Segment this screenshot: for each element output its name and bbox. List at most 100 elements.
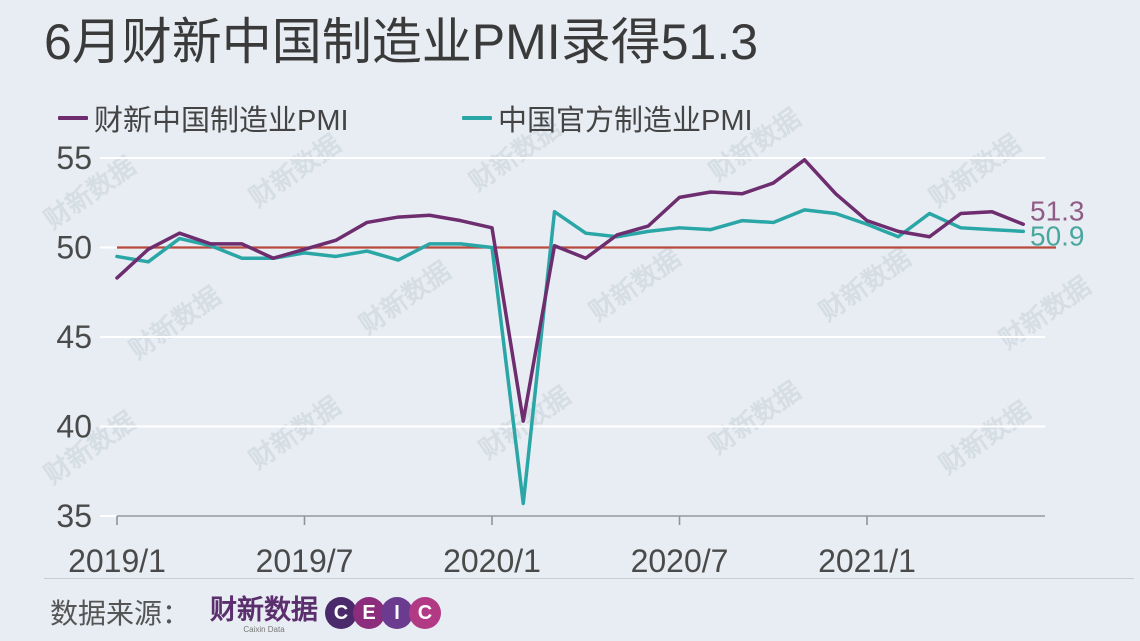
ceic-logo-letter: C — [325, 597, 357, 629]
official-pmi-point — [396, 258, 400, 262]
watermark-text: 财新数据 — [704, 376, 806, 460]
official-pmi-point — [709, 228, 713, 232]
official-pmi-point — [521, 501, 525, 505]
caixin-pmi-point — [209, 242, 213, 246]
official-pmi-point — [146, 260, 150, 264]
legend-swatch-caixin-pmi — [58, 116, 88, 120]
watermark-text: 财新数据 — [244, 391, 346, 475]
caixin-pmi-point — [115, 276, 119, 280]
caixin-pmi-point — [771, 181, 775, 185]
watermark-text: 财新数据 — [474, 381, 576, 465]
end-labels: 51.350.9 — [1030, 196, 1085, 252]
official-pmi-point — [459, 242, 463, 246]
y-tick-label: 55 — [56, 140, 92, 176]
x-tick-label: 2020/7 — [631, 543, 729, 579]
x-tick-label: 2020/1 — [443, 543, 541, 579]
caixin-pmi-point — [240, 242, 244, 246]
caixin-pmi-point — [428, 213, 431, 217]
official-pmi-point — [1021, 229, 1025, 233]
caixin-pmi-point — [396, 215, 400, 219]
legend-item-caixin-pmi: 财新中国制造业PMI — [58, 101, 349, 137]
caixin-pmi-point — [1021, 222, 1025, 226]
caixin-pmi-line — [115, 158, 1025, 423]
official-pmi-point — [553, 210, 556, 214]
official-pmi-point — [240, 256, 244, 260]
x-tick-label: 2019/7 — [256, 543, 354, 579]
official-pmi-point — [959, 226, 963, 230]
y-tick-label: 35 — [56, 498, 92, 534]
official-pmi-point — [303, 251, 306, 255]
watermark-text: 财新数据 — [354, 256, 456, 340]
official-pmi-point — [740, 219, 744, 223]
official-pmi-point — [334, 254, 338, 258]
official-pmi-point — [646, 229, 650, 233]
ceic-logo: C E I C — [325, 597, 441, 629]
x-tick-label: 2021/1 — [818, 543, 916, 579]
ceic-logo-letter: E — [353, 597, 385, 629]
caixin-pmi-point — [959, 211, 963, 215]
caixin-pmi-point — [740, 192, 744, 196]
y-tick-label: 40 — [56, 409, 92, 445]
official-pmi-point — [115, 254, 119, 258]
caixin-pmi-point — [990, 210, 994, 214]
ceic-logo-letter: I — [381, 597, 413, 629]
caixin-pmi-point — [615, 233, 619, 237]
legend-label-official-pmi: 中国官方制造业PMI — [498, 105, 753, 137]
watermark-text: 财新数据 — [924, 129, 1026, 213]
caixin-logo-subtext: Caixin Data — [243, 625, 285, 634]
official-pmi-point — [834, 211, 838, 215]
chart-title: 6月财新中国制造业PMI录得51.3 — [44, 14, 759, 70]
caixin-pmi-end-label: 51.3 — [1030, 196, 1085, 227]
legend-item-official-pmi: 中国官方制造业PMI — [462, 101, 753, 137]
official-pmi-point — [896, 235, 900, 239]
caixin-pmi-point — [553, 244, 556, 248]
source-label: 数据来源： — [50, 598, 191, 629]
gridlines: 35 40 45 50 55 — [56, 140, 1056, 534]
legend-swatch-official-pmi — [462, 116, 492, 120]
caixin-pmi-point — [490, 226, 494, 230]
x-axis: 2019/1 2019/7 2020/1 2020/7 2021/1 — [68, 515, 1045, 579]
caixin-pmi-point — [303, 247, 306, 251]
official-pmi-point — [771, 220, 775, 224]
footer-divider — [44, 578, 1134, 579]
caixin-pmi-point — [271, 256, 275, 260]
caixin-pmi-point — [896, 229, 900, 233]
official-pmi-point — [584, 231, 588, 235]
caixin-pmi-point — [803, 158, 806, 162]
x-tick-label: 2019/1 — [68, 543, 166, 579]
caixin-pmi-point — [709, 190, 713, 194]
caixin-pmi-point — [834, 192, 838, 196]
y-tick-label: 50 — [56, 230, 92, 266]
watermark-text: 财新数据 — [994, 271, 1096, 355]
caixin-pmi-point — [865, 219, 869, 223]
watermark-text: 财新数据 — [124, 281, 226, 365]
official-pmi-point — [865, 222, 869, 226]
official-pmi-end-label: 50.9 — [1030, 221, 1085, 252]
official-pmi-line — [115, 208, 1025, 506]
caixin-pmi-point — [365, 220, 369, 224]
caixin-pmi-point — [459, 219, 463, 223]
caixin-pmi-point — [178, 231, 181, 235]
watermark-text: 财新数据 — [814, 243, 916, 327]
official-pmi-point — [928, 211, 931, 215]
official-pmi-point — [178, 237, 181, 241]
official-pmi-point — [490, 246, 494, 249]
watermark-text: 财新数据 — [584, 243, 686, 327]
watermark-text: 财新数据 — [934, 396, 1036, 480]
official-pmi-point — [365, 249, 369, 253]
caixin-pmi-point — [521, 419, 525, 423]
official-pmi-point — [428, 242, 431, 246]
caixin-logo-text: 财新数据 — [210, 595, 318, 625]
caixin-pmi-point — [584, 256, 588, 260]
y-tick-label: 45 — [56, 319, 92, 355]
ceic-logo-letter: C — [409, 597, 441, 629]
caixin-pmi-point — [146, 247, 150, 251]
watermark-text: 财新数据 — [244, 129, 346, 213]
official-pmi-point — [803, 208, 806, 212]
caixin-pmi-point — [334, 238, 338, 242]
official-pmi-point — [678, 226, 681, 230]
official-pmi-point — [990, 228, 994, 232]
caixin-pmi-point — [646, 224, 650, 228]
